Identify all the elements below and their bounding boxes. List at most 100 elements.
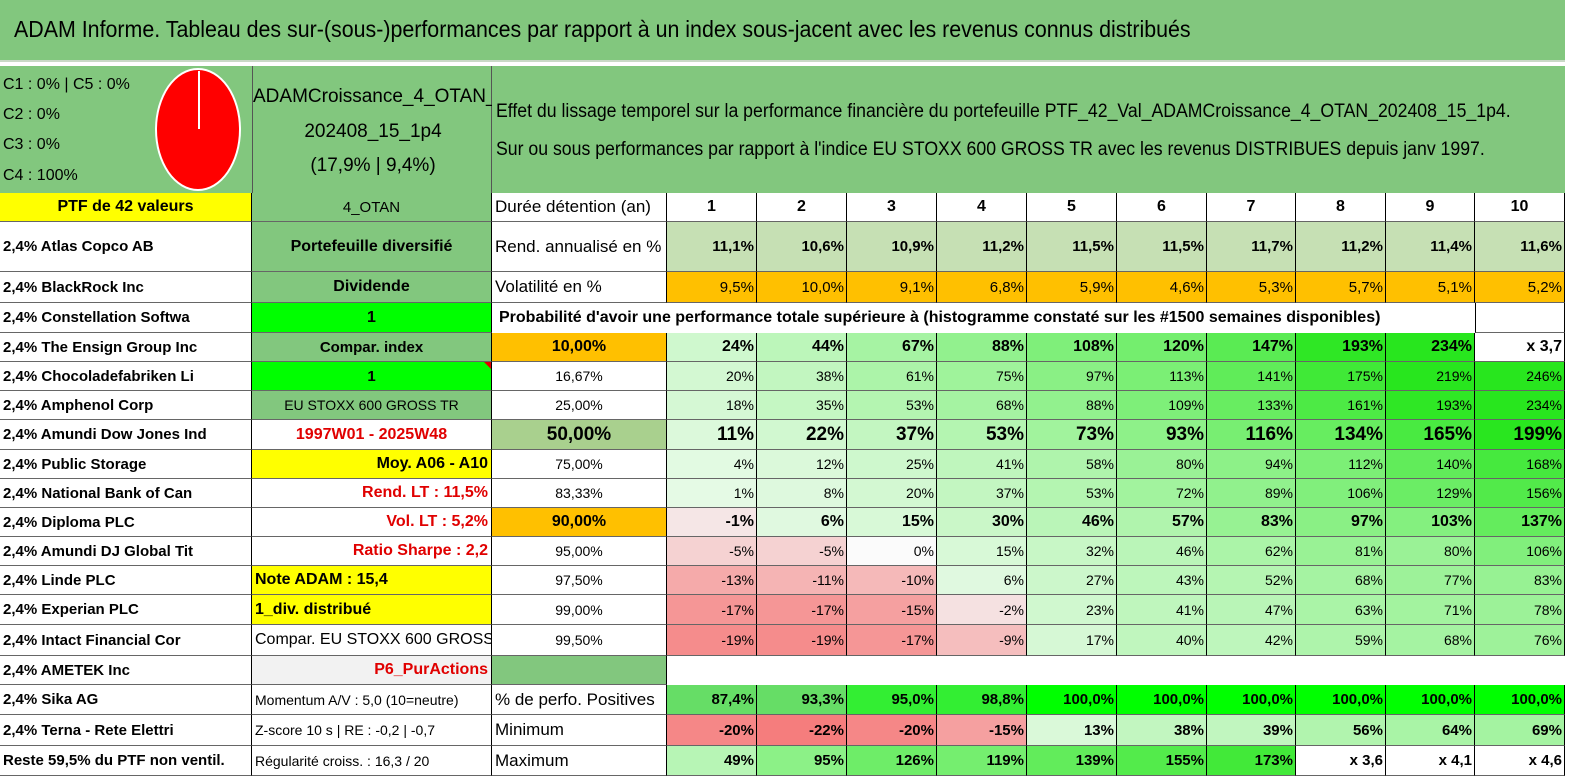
percentile-value: 97%: [1027, 362, 1117, 391]
year-header: 3: [847, 193, 937, 222]
percentile-value: 106%: [1296, 479, 1386, 508]
percentile-value: 47%: [1207, 595, 1296, 625]
info-cell: 1997W01 - 2025W48: [252, 420, 492, 450]
distribution-mode: Dividende: [252, 272, 492, 303]
fund-name-line2: 202408_15_1p4: [304, 121, 442, 142]
table-row: 2,4% Diploma PLC Vol. LT : 5,2% 90,00% -1% 6…: [0, 508, 1565, 537]
report-title: ADAM Informe. Tableau des sur-(sous-)per…: [14, 16, 1191, 42]
dividend-flag: 1: [252, 303, 492, 333]
maximum-value: x 4,6: [1475, 746, 1565, 776]
table-row: 2,4% Public Storage Moy. A06 - A10 75,00% 4…: [0, 450, 1565, 479]
percentile-value: 43%: [1117, 566, 1207, 595]
return-value: 11,5%: [1027, 222, 1117, 272]
percentile-value: 4%: [667, 450, 757, 479]
percentile-value: 37%: [937, 479, 1027, 508]
positives-label: % de perfo. Positives: [492, 685, 667, 715]
percentile-threshold: 95,00%: [492, 537, 667, 566]
volatility-label: Volatilité en %: [492, 272, 667, 303]
positives-value: 98,8%: [937, 685, 1027, 715]
table-row: 2,4% Chocoladefabriken Li 1 16,67% 20% 38% 61…: [0, 362, 1565, 391]
percentile-value: 71%: [1386, 595, 1475, 625]
table-row: 2,4% Terna - Rete Elettri Z-score 10 s | …: [0, 715, 1565, 746]
percentile-value: 89%: [1207, 479, 1296, 508]
percentile-value: 81%: [1296, 537, 1386, 566]
report-title-bar: ADAM Informe. Tableau des sur-(sous-)per…: [0, 0, 1565, 62]
minimum-value: 38%: [1117, 715, 1207, 746]
percentile-value: 75%: [937, 362, 1027, 391]
percentile-value: 40%: [1117, 625, 1207, 656]
zscore-info: Z-score 10 s | RE : -0,2 | -0,7: [252, 715, 492, 746]
class-line-3: C3 : 0%: [3, 136, 60, 153]
percentile-value: -17%: [667, 595, 757, 625]
volatility-value: 5,7%: [1296, 272, 1386, 303]
holding-item: 2,4% Intact Financial Cor: [0, 625, 252, 656]
volatility-value: 5,2%: [1475, 272, 1565, 303]
positives-value: 100,0%: [1386, 685, 1475, 715]
percentile-value: -5%: [757, 537, 847, 566]
percentile-value: 134%: [1296, 420, 1386, 450]
percentile-value: 15%: [847, 508, 937, 537]
percentile-value: 27%: [1027, 566, 1117, 595]
minimum-value: 69%: [1475, 715, 1565, 746]
maximum-value: 155%: [1117, 746, 1207, 776]
volatility-value: 9,1%: [847, 272, 937, 303]
positives-value: 100,0%: [1207, 685, 1296, 715]
percentile-value: 199%: [1475, 420, 1565, 450]
percentile-value: 193%: [1386, 391, 1475, 420]
holding-item: 2,4% Sika AG: [0, 685, 252, 715]
percentile-value: 23%: [1027, 595, 1117, 625]
percentile-value: 32%: [1027, 537, 1117, 566]
percentile-value: 76%: [1475, 625, 1565, 656]
table-row: 2,4% Amundi DJ Global Tit Ratio Sharpe : …: [0, 537, 1565, 566]
return-value: 11,6%: [1475, 222, 1565, 272]
percentile-value: 15%: [937, 537, 1027, 566]
maximum-value: 119%: [937, 746, 1027, 776]
holding-item: 2,4% Amundi DJ Global Tit: [0, 537, 252, 566]
percentile-value: 58%: [1027, 450, 1117, 479]
percentile-value: 97%: [1296, 508, 1386, 537]
maximum-label: Maximum: [492, 746, 667, 776]
holding-item: 2,4% Terna - Rete Elettri: [0, 715, 252, 746]
return-value: 11,7%: [1207, 222, 1296, 272]
percentile-threshold: 99,00%: [492, 595, 667, 625]
percentile-value: 61%: [847, 362, 937, 391]
info-cell: 1: [252, 362, 492, 391]
class-line-1: C1 : 0% | C5 : 0%: [3, 76, 130, 93]
volatility-value: 5,3%: [1207, 272, 1296, 303]
percentile-value: 20%: [667, 362, 757, 391]
class-pie-chart: [155, 68, 241, 191]
volatility-value: 5,9%: [1027, 272, 1117, 303]
percentile-value: 165%: [1386, 420, 1475, 450]
percentile-value: -19%: [667, 625, 757, 656]
return-value: 11,2%: [937, 222, 1027, 272]
duration-label: Durée détention (an): [492, 193, 667, 222]
percentile-value: 42%: [1207, 625, 1296, 656]
year-header: 7: [1207, 193, 1296, 222]
fund-performance: (17,9% | 9,4%): [310, 155, 436, 176]
table-row: Reste 59,5% du PTF non ventil. Régularité…: [0, 746, 1565, 776]
holding-item: 2,4% The Ensign Group Inc: [0, 333, 252, 362]
info-cell: Moy. A06 - A10: [252, 450, 492, 479]
percentile-value: 78%: [1475, 595, 1565, 625]
regularity-info: Régularité croiss. : 16,3 / 20: [252, 746, 492, 776]
percentile-value: 88%: [1027, 391, 1117, 420]
percentile-value: 80%: [1386, 537, 1475, 566]
fund-panel: ADAMCroissance_4_OTAN_ 202408_15_1p4 (17…: [252, 66, 497, 193]
table-row: 2,4% Amundi Dow Jones Ind 1997W01 - 2025W…: [0, 420, 1565, 450]
table-row: 2,4% Constellation Softwa 1 Probabilité d'…: [0, 303, 1565, 333]
percentile-threshold: 25,00%: [492, 391, 667, 420]
maximum-value: 173%: [1207, 746, 1296, 776]
percentile-value: 193%: [1296, 333, 1386, 362]
percentile-value: 41%: [937, 450, 1027, 479]
percentile-value: 156%: [1475, 479, 1565, 508]
info-cell: Vol. LT : 5,2%: [252, 508, 492, 537]
maximum-value: 95%: [757, 746, 847, 776]
percentile-threshold: 99,50%: [492, 625, 667, 656]
percentile-value: 68%: [937, 391, 1027, 420]
percentile-value: 63%: [1296, 595, 1386, 625]
percentile-value: 6%: [937, 566, 1027, 595]
percentile-threshold: 16,67%: [492, 362, 667, 391]
percentile-value: -17%: [757, 595, 847, 625]
percentile-threshold: 10,00%: [492, 333, 667, 362]
percentile-value: 116%: [1207, 420, 1296, 450]
